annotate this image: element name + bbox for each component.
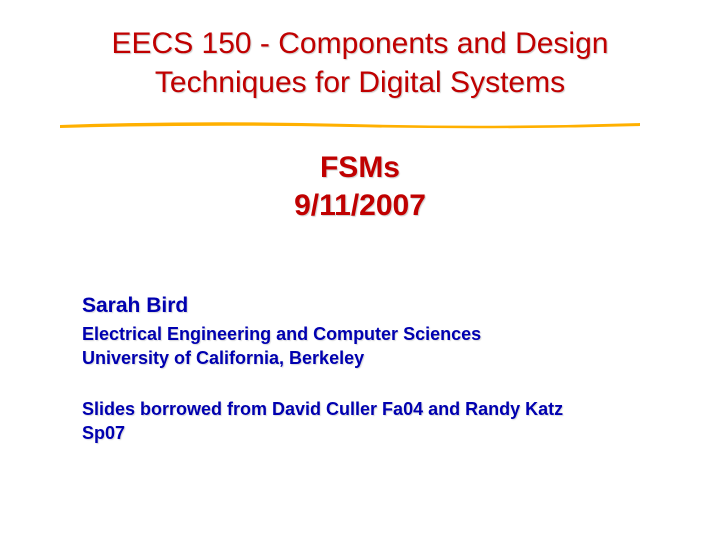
title-block: EECS 150 - Components and Design Techniq… [60, 24, 660, 102]
author-name: Sarah Bird [82, 294, 600, 318]
course-title-line2: Techniques for Digital Systems [60, 63, 660, 102]
slide-container: EECS 150 - Components and Design Techniq… [0, 0, 720, 539]
author-block: Sarah Bird Electrical Engineering and Co… [60, 294, 600, 445]
author-department: Electrical Engineering and Computer Scie… [82, 322, 600, 346]
author-university: University of California, Berkeley [82, 346, 600, 370]
subtitle-block: FSMs 9/11/2007 [60, 149, 660, 224]
subtitle-date: 9/11/2007 [60, 187, 660, 225]
course-title-line1: EECS 150 - Components and Design [60, 24, 660, 63]
divider-swoosh [60, 120, 640, 130]
subtitle-topic: FSMs [60, 149, 660, 187]
slide-credits: Slides borrowed from David Culler Fa04 a… [82, 397, 600, 446]
